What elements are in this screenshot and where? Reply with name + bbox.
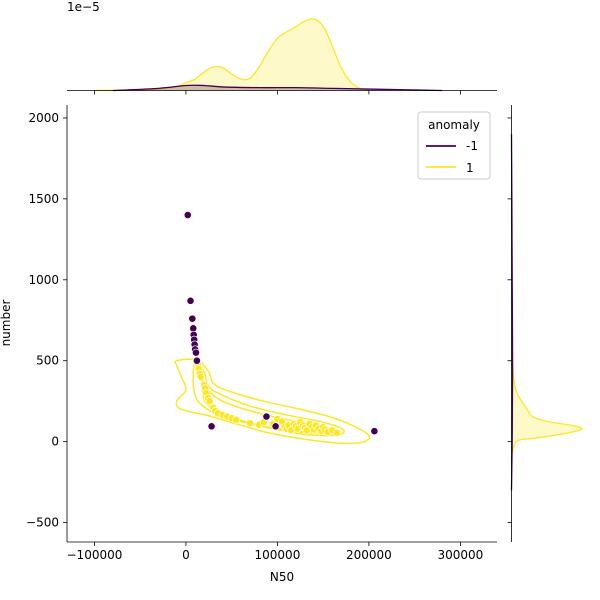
top-marginal-offset-label: 1e−5 [67, 0, 100, 14]
legend-title: anomaly [428, 118, 480, 132]
kde-contour-middle [192, 363, 345, 437]
right-kde-fill-1 [511, 351, 583, 458]
right-kde-line-1 [510, 350, 583, 459]
scatter-point-anomaly-neg1 [186, 296, 195, 305]
x-tick-label: −100000 [67, 548, 123, 562]
scatter-point-anomaly-neg1 [207, 422, 216, 431]
x-tick-label: 200000 [346, 548, 392, 562]
scatter-point-class-1 [205, 397, 214, 406]
scatter-point-class-1 [246, 419, 254, 427]
scatter-point-anomaly-neg1 [188, 314, 197, 323]
legend-label-1: 1 [466, 161, 474, 175]
legend: anomaly -1 1 [417, 111, 491, 180]
scatter-point-class-1 [232, 415, 241, 424]
scatter-point-class-1 [332, 428, 341, 437]
x-tick-label: 300000 [437, 548, 483, 562]
y-tick-label: 1000 [28, 273, 59, 287]
scatter-point-anomaly-neg1 [189, 324, 198, 333]
y-tick-label: 500 [36, 354, 59, 368]
right-marginal-kde [507, 105, 583, 542]
scatter-points [183, 211, 379, 437]
y-tick-label: 1500 [28, 192, 59, 206]
scatter-point-anomaly-neg1 [370, 427, 379, 436]
kde-contour-outer [174, 358, 371, 445]
top-kde-fill-1 [94, 18, 369, 91]
x-tick-label: 100000 [255, 548, 301, 562]
scatter-point-class-1 [196, 373, 205, 381]
y-tick-label: 2000 [28, 111, 59, 125]
x-tick-label: 0 [182, 548, 190, 562]
legend-label-neg1: -1 [466, 139, 478, 153]
top-kde-line-neg1 [112, 84, 443, 92]
scatter-point-anomaly-neg1 [193, 356, 201, 365]
main-axes: −100000 0 100000 200000 300000 −500 0 500 1000 1… [0, 105, 497, 584]
y-tick-label: −500 [26, 516, 59, 530]
scatter-point-anomaly-neg1 [271, 422, 280, 431]
top-kde-line-1 [94, 18, 370, 92]
x-axis-label: N50 [270, 570, 294, 584]
scatter-point-anomaly-neg1 [183, 211, 192, 219]
top-marginal-kde: 1e−5 [67, 0, 497, 95]
scatter-point-anomaly-neg1 [262, 412, 271, 421]
scatter-point-anomaly-neg1 [192, 348, 200, 357]
y-tick-label: 0 [51, 435, 59, 449]
y-axis-label: number [0, 300, 13, 347]
